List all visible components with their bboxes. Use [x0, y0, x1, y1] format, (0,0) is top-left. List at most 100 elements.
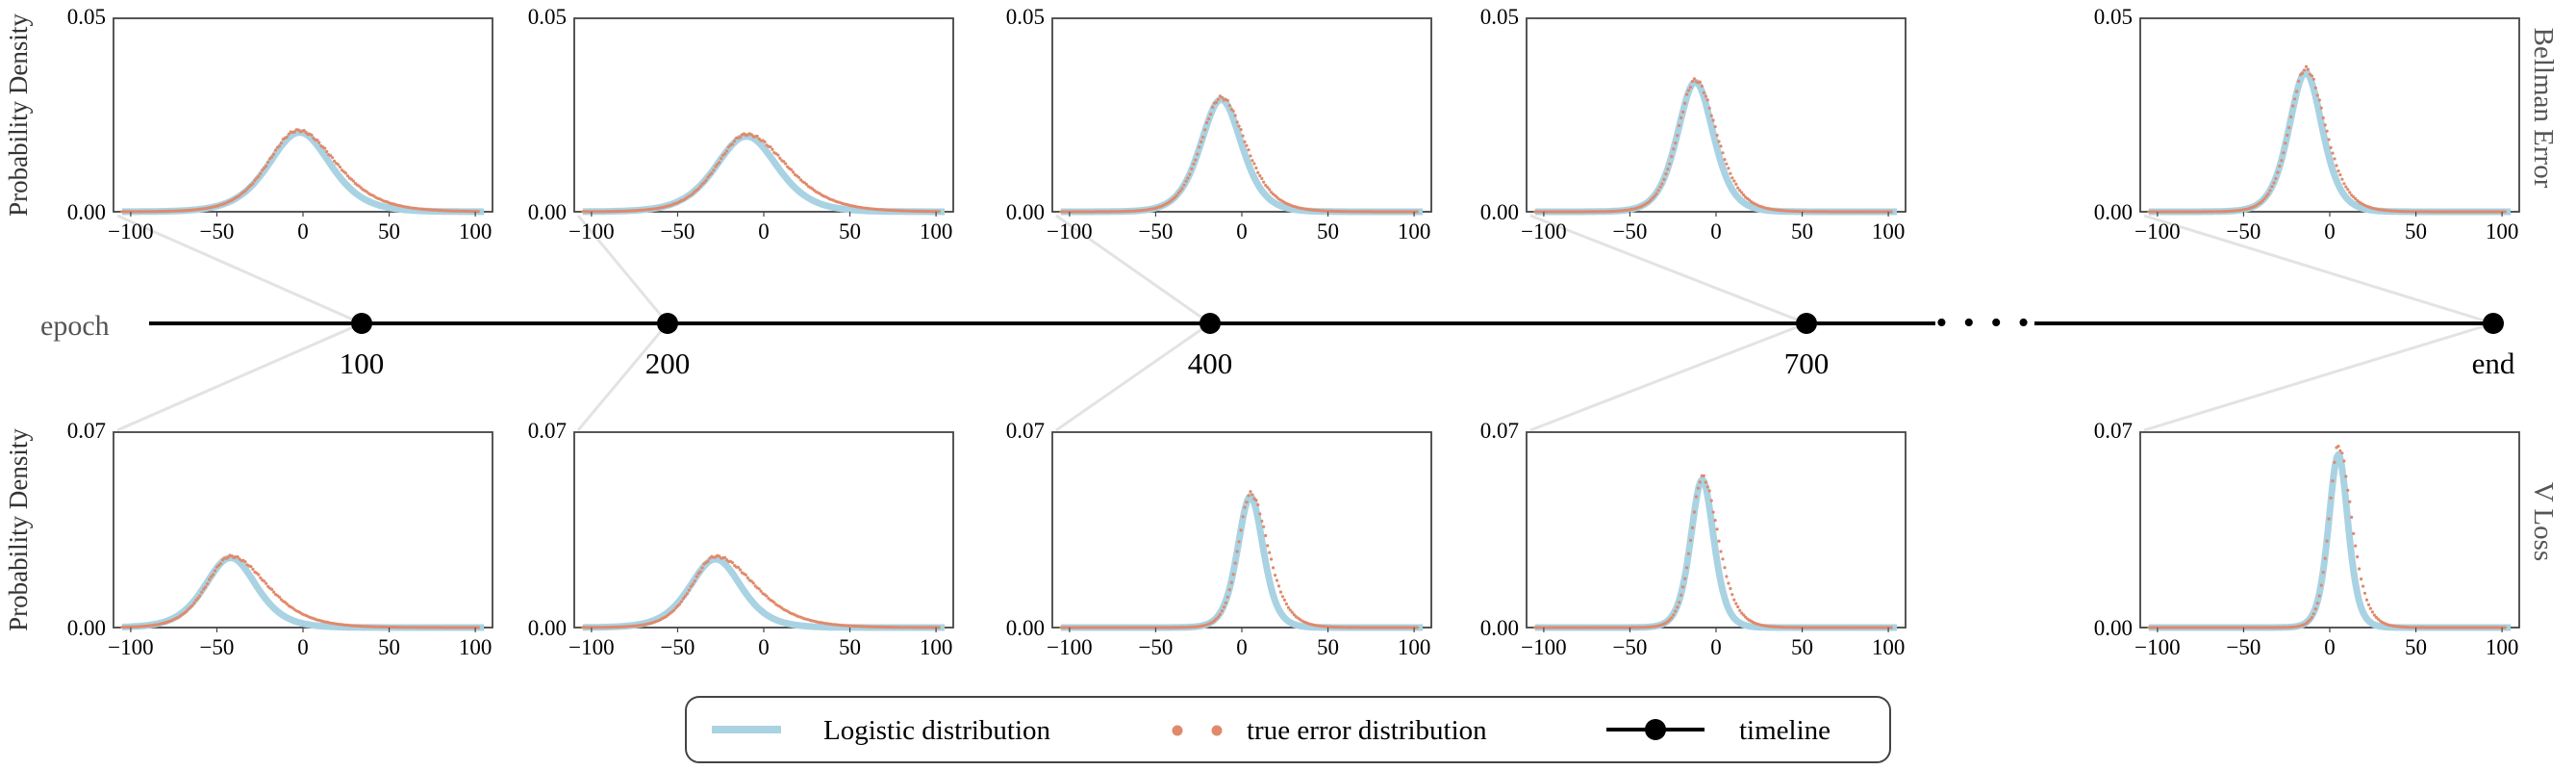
- true-error-point: [2295, 90, 2299, 93]
- true-error-point: [1237, 540, 1241, 544]
- true-error-point: [2368, 606, 2372, 610]
- true-error-point: [804, 182, 809, 187]
- true-error-point: [1243, 505, 1247, 509]
- true-error-point: [1729, 171, 1732, 175]
- true-error-point: [304, 131, 308, 135]
- true-error-point: [1292, 613, 1296, 617]
- true-error-point: [1200, 140, 1203, 143]
- true-error-point: [1176, 192, 1180, 195]
- true-error-point: [2348, 500, 2352, 503]
- true-error-point: [1239, 528, 1243, 532]
- legend-timeline-marker: [1645, 719, 1666, 740]
- x-tick-label: 0: [297, 635, 309, 659]
- true-error-point: [1651, 196, 1654, 200]
- true-error-point: [2346, 488, 2350, 492]
- true-error-point: [696, 572, 700, 576]
- true-error-point: [1266, 186, 1270, 190]
- true-error-point: [1214, 100, 1219, 105]
- true-error-points: [2147, 64, 2507, 214]
- true-error-point: [257, 573, 261, 577]
- true-error-point: [1709, 499, 1713, 502]
- y-tick-label: 0.00: [2094, 200, 2133, 224]
- true-error-point: [1688, 86, 1693, 90]
- connector-line: [116, 214, 363, 325]
- true-error-point: [698, 185, 702, 189]
- true-error-point: [1740, 191, 1744, 194]
- true-error-point: [1690, 526, 1695, 530]
- true-error-point: [236, 554, 240, 559]
- true-error-point: [1284, 602, 1288, 606]
- true-error-point: [2310, 615, 2313, 620]
- y-tick-label: 0.05: [2094, 5, 2133, 29]
- true-error-point: [1198, 145, 1201, 149]
- true-error-point: [2315, 93, 2319, 97]
- true-error-point: [285, 135, 289, 140]
- true-error-point: [2352, 195, 2356, 199]
- true-error-point: [2319, 583, 2323, 587]
- true-error-point: [2503, 626, 2507, 629]
- true-error-point: [1290, 610, 1294, 614]
- true-error-point: [2315, 602, 2319, 605]
- true-error-point: [769, 145, 772, 149]
- true-error-point: [2313, 607, 2317, 611]
- true-error-point: [1690, 80, 1695, 84]
- x-tick-label: 100: [459, 635, 492, 659]
- true-error-point: [243, 189, 247, 193]
- true-error-point: [1738, 189, 1742, 192]
- axes-frame: [113, 17, 493, 213]
- true-error-point: [772, 601, 776, 604]
- true-error-point: [749, 133, 753, 137]
- y-tick-label: 0.00: [2094, 616, 2133, 640]
- true-error-point: [1282, 598, 1286, 603]
- true-error-point: [1275, 578, 1279, 582]
- true-error-point: [1676, 134, 1679, 138]
- true-error-point: [2323, 123, 2327, 127]
- epoch-label: epoch: [40, 310, 110, 342]
- true-error-points: [581, 132, 941, 214]
- true-error-point: [1683, 101, 1687, 105]
- true-error-point: [718, 161, 721, 165]
- true-error-point: [731, 561, 735, 565]
- true-error-point: [1654, 192, 1658, 195]
- true-error-point: [725, 149, 729, 153]
- true-error-point: [338, 166, 342, 169]
- panel-bellman-error-400: −100 −50 0 50 100 0.00 0.05: [1006, 5, 1432, 244]
- true-error-point: [1256, 170, 1260, 174]
- true-error-point: [1235, 550, 1239, 553]
- true-error-point: [2274, 176, 2278, 181]
- true-error-point: [2354, 544, 2358, 548]
- true-error-point: [198, 594, 202, 598]
- true-error-point: [2352, 531, 2356, 536]
- x-tick-label: 50: [378, 635, 400, 659]
- true-error-point: [733, 140, 737, 143]
- true-error-point: [718, 554, 721, 558]
- x-tick-label: −50: [660, 219, 695, 244]
- true-error-point: [1262, 180, 1266, 184]
- true-error-point: [1702, 474, 1705, 477]
- true-error-point: [292, 130, 296, 134]
- true-error-point: [2361, 584, 2365, 588]
- true-error-point: [272, 590, 276, 594]
- true-error-point: [778, 156, 782, 160]
- true-error-point: [745, 576, 749, 580]
- true-error-point: [1201, 135, 1205, 140]
- true-error-point: [211, 573, 215, 577]
- true-error-point: [2317, 98, 2321, 102]
- true-error-point: [2287, 126, 2291, 130]
- true-error-point: [698, 570, 702, 574]
- true-error-point: [1205, 120, 1209, 125]
- true-error-point: [1252, 162, 1256, 166]
- true-error-point: [751, 581, 755, 585]
- x-tick-label: −100: [2134, 219, 2180, 244]
- true-error-point: [1698, 480, 1702, 484]
- true-error-point: [253, 179, 257, 183]
- y-tick-label: 0.07: [1006, 419, 1045, 443]
- true-error-point: [2338, 173, 2342, 177]
- y-tick-label: 0.07: [528, 419, 567, 443]
- true-error-point: [1229, 580, 1233, 584]
- true-error-point: [2260, 199, 2264, 203]
- true-error-point: [2286, 133, 2289, 138]
- true-error-point: [1678, 601, 1681, 604]
- true-error-point: [2311, 612, 2315, 616]
- true-error-point: [2354, 196, 2358, 201]
